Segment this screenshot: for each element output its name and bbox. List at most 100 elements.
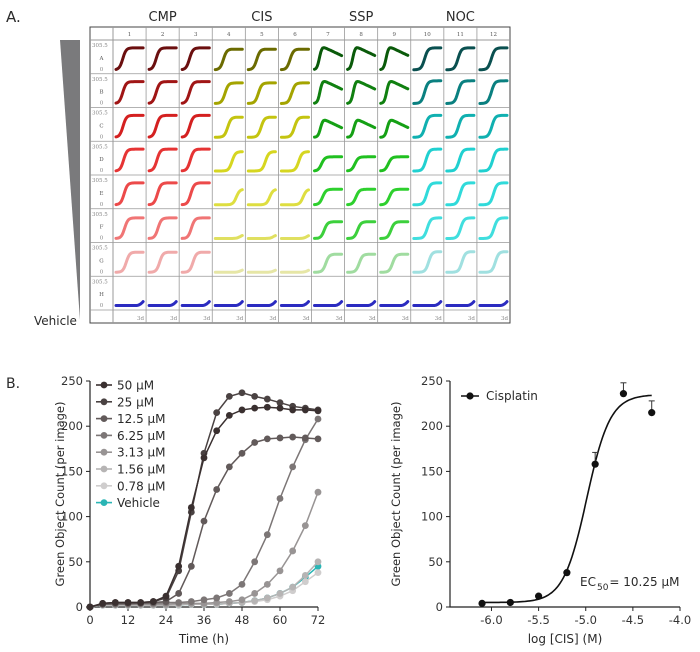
y-tick-label: 250 [61,374,83,388]
ec50-prefix: EC [580,575,596,589]
well-growth-curve [279,234,310,240]
concentration-gradient-triangle [60,40,80,320]
well-growth-curve [180,46,211,71]
data-point [238,596,246,604]
well-growth-curve [180,147,211,173]
y-axis-label: Green Object Count (per image) [389,402,403,587]
well-growth-curve [445,300,476,307]
well-growth-curve [114,46,145,71]
data-point [314,407,322,415]
well-growth-curve [279,268,310,274]
data-point [301,522,309,530]
x-tick-label: 24 [159,613,174,627]
y-max-label: 305.5 [92,43,108,49]
well-growth-curve [213,268,244,274]
ec50-value: = 10.25 µM [609,575,679,589]
y-tick-label: 0 [76,600,83,614]
well-growth-curve [313,155,344,173]
row-label: H [99,292,104,298]
well-growth-curve [180,80,211,105]
well-growth-curve [478,79,509,105]
well-growth-curve [313,79,344,105]
y-max-label: 305.5 [92,77,108,83]
y-tick-label: 150 [61,464,83,478]
drug-header: SSP [349,10,374,25]
well-growth-curve [279,188,310,207]
well-growth-curve [445,216,476,240]
drug-header: CIS [251,10,272,25]
legend-label: 1.56 µM [117,463,166,477]
well-growth-curve [379,252,410,274]
well-growth-curve [114,250,145,274]
row-label: B [99,90,103,96]
x-tick-label: 48 [235,613,250,627]
data-point [238,449,246,457]
panel-b-label: B. [6,376,20,392]
data-point [187,598,195,605]
well-growth-curve [412,147,443,173]
data-point [289,547,297,555]
well-growth-curve [246,47,277,72]
plate-grid: CMP CIS SSP NOC 1 3d 2 3d 3 3d 4 3d 5 3d 6 3d 7 3d 8 3d 9 3d 1… [89,10,511,324]
data-point [619,390,628,398]
data-point [200,454,208,462]
vehicle-label: Vehicle [34,314,77,328]
data-point [225,463,233,471]
data-point [175,590,183,597]
y-max-label: 305.5 [92,212,108,218]
data-point [314,488,322,496]
column-number: 6 [293,32,297,38]
data-point [289,406,297,414]
data-point [314,415,322,423]
data-point [276,590,284,597]
well-growth-curve [445,113,476,139]
data-point [276,495,284,502]
legend-marker [100,448,108,456]
data-point [301,571,309,579]
row-label: D [99,157,104,163]
well-growth-curve [180,113,211,139]
well-growth-curve [412,181,443,207]
y-max-label: 305.5 [92,178,108,184]
time-label: 3d [203,316,210,322]
well-growth-curve [114,147,145,173]
row-label: A [99,56,105,62]
well-growth-curve [379,118,410,139]
well-growth-curve [346,155,377,173]
well-growth-curve [213,150,244,173]
data-point [162,592,170,600]
well-growth-curve [412,216,443,240]
data-point [276,399,284,407]
data-point [314,435,322,443]
x-tick-label: -6.0 [480,613,502,627]
legend-label: Vehicle [117,496,160,510]
column-number: 3 [194,32,198,38]
data-point [86,603,94,611]
y-tick-label: 250 [421,374,443,388]
x-tick-label: -4.0 [669,613,691,627]
x-tick-label: -5.5 [527,613,549,627]
y-tick-label: 200 [61,419,83,433]
legend-marker [100,482,108,490]
data-point [251,597,259,605]
time-label: 3d [137,316,144,322]
well-growth-curve [313,187,344,207]
time-course-chart: 0 50 100 150 200 250 0 12 24 36 48 60 72 Time (h) Gree… [53,374,325,646]
row-label: C [99,123,103,129]
well-growth-curve [478,147,509,173]
well-growth-curve [346,252,377,274]
well-growth-curve [379,300,410,307]
data-point [251,439,259,446]
legend-marker [100,432,108,439]
x-tick-label: 0 [86,613,93,627]
well-growth-curve [445,147,476,173]
well-growth-curve [313,46,344,71]
column-number: 1 [128,32,132,38]
data-point [251,392,259,400]
data-point [563,569,571,577]
well-growth-curve [246,81,277,105]
x-tick-label: -5.0 [575,613,597,627]
y-axis-label: Green Object Count (per image) [53,402,67,587]
y-min-label: 0 [100,67,104,73]
data-point [238,389,246,397]
